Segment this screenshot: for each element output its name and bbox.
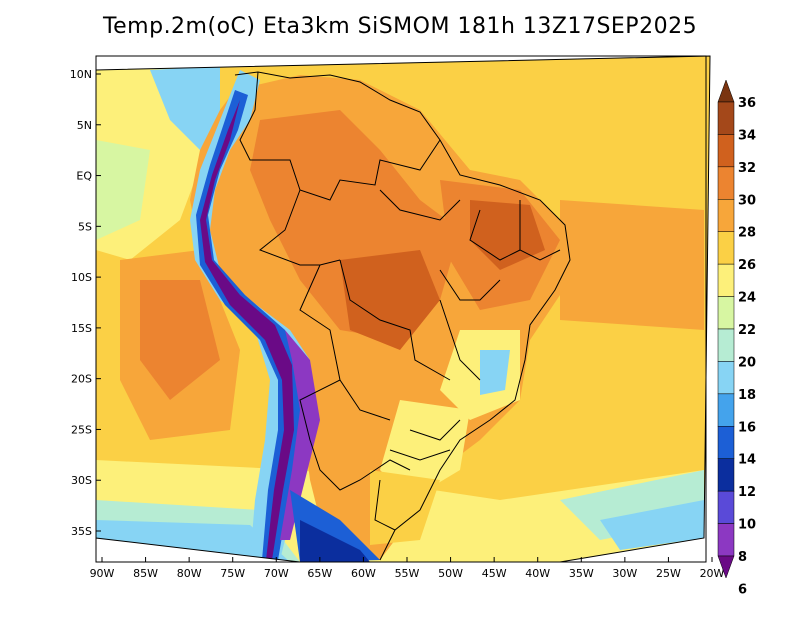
colorbar-segment — [717, 426, 735, 459]
longitude-axis: 90W 85W 80W 75W 70W 65W 60W 55W 50W 45W 40W 35W 30W 2… — [90, 557, 725, 580]
lon-tick-label: 80W — [177, 567, 202, 580]
lon-tick-label: 55W — [395, 567, 420, 580]
colorbar-segment — [717, 199, 735, 232]
colorbar: 36 34 32 30 28 26 24 22 20 18 16 14 12 10 8 6 — [717, 79, 756, 597]
colorbar-segment — [717, 263, 735, 297]
colorbar-label: 34 — [738, 128, 756, 143]
lon-tick-label: 70W — [264, 567, 289, 580]
lon-tick-label: 85W — [133, 567, 158, 580]
lon-tick-label: 30W — [612, 567, 637, 580]
colorbar-label: 24 — [738, 291, 756, 306]
country-borders — [234, 71, 571, 561]
colorbar-label: 12 — [738, 485, 756, 500]
colorbar-segment — [717, 134, 735, 168]
colorbar-segment — [717, 296, 735, 330]
lon-tick-label: 25W — [656, 567, 681, 580]
colorbar-segment — [717, 490, 735, 524]
colorbar-label: 6 — [738, 582, 747, 597]
colorbar-segment — [717, 328, 735, 362]
latitude-axis: 10N 5N EQ 5S 10S 15S 20S 25S 30S 35S — [70, 68, 101, 538]
colorbar-segment — [717, 458, 735, 492]
lat-tick-label: EQ — [76, 170, 92, 183]
colorbar-label: 16 — [738, 420, 756, 435]
lon-tick-label: 60W — [351, 567, 376, 580]
colorbar-label: 36 — [738, 96, 756, 111]
lon-tick-label: 65W — [307, 567, 332, 580]
lon-tick-label: 20W — [700, 567, 725, 580]
colorbar-label: 18 — [738, 388, 756, 403]
lat-tick-label: 5N — [77, 119, 92, 132]
lon-tick-label: 75W — [220, 567, 245, 580]
colorbar-max-triangle — [717, 79, 735, 103]
lat-tick-label: 10S — [71, 271, 92, 284]
lat-tick-label: 35S — [71, 525, 92, 538]
colorbar-segment — [717, 101, 735, 135]
colorbar-label: 10 — [738, 518, 756, 533]
colorbar-segment — [717, 393, 735, 427]
lat-tick-label: 15S — [71, 322, 92, 335]
colorbar-label: 26 — [738, 258, 756, 273]
colorbar-segment — [717, 361, 735, 395]
lat-tick-label: 10N — [70, 68, 92, 81]
lat-tick-label: 25S — [71, 423, 92, 436]
colorbar-label: 14 — [738, 453, 756, 468]
lat-tick-label: 20S — [71, 373, 92, 386]
lon-tick-label: 40W — [525, 567, 550, 580]
colorbar-min-triangle — [717, 555, 735, 579]
lat-tick-label: 30S — [71, 474, 92, 487]
map-field — [96, 56, 710, 562]
colorbar-label: 28 — [738, 226, 756, 241]
colorbar-label: 30 — [738, 193, 756, 208]
colorbar-label: 22 — [738, 323, 756, 338]
lon-tick-label: 50W — [438, 567, 463, 580]
map-frame — [95, 55, 707, 563]
map-title: Temp.2m(oC) Eta3km SiSMOM 181h 13Z17SEP2… — [102, 14, 698, 39]
colorbar-segment — [717, 523, 735, 557]
lon-tick-label: 45W — [482, 567, 507, 580]
colorbar-segment — [717, 231, 735, 265]
lon-tick-label: 90W — [90, 567, 115, 580]
lon-tick-label: 35W — [569, 567, 594, 580]
colorbar-label: 32 — [738, 161, 756, 176]
lat-tick-label: 5S — [78, 220, 92, 233]
colorbar-label: 20 — [738, 355, 756, 370]
colorbar-segment — [717, 166, 735, 200]
colorbar-label: 8 — [738, 550, 747, 565]
